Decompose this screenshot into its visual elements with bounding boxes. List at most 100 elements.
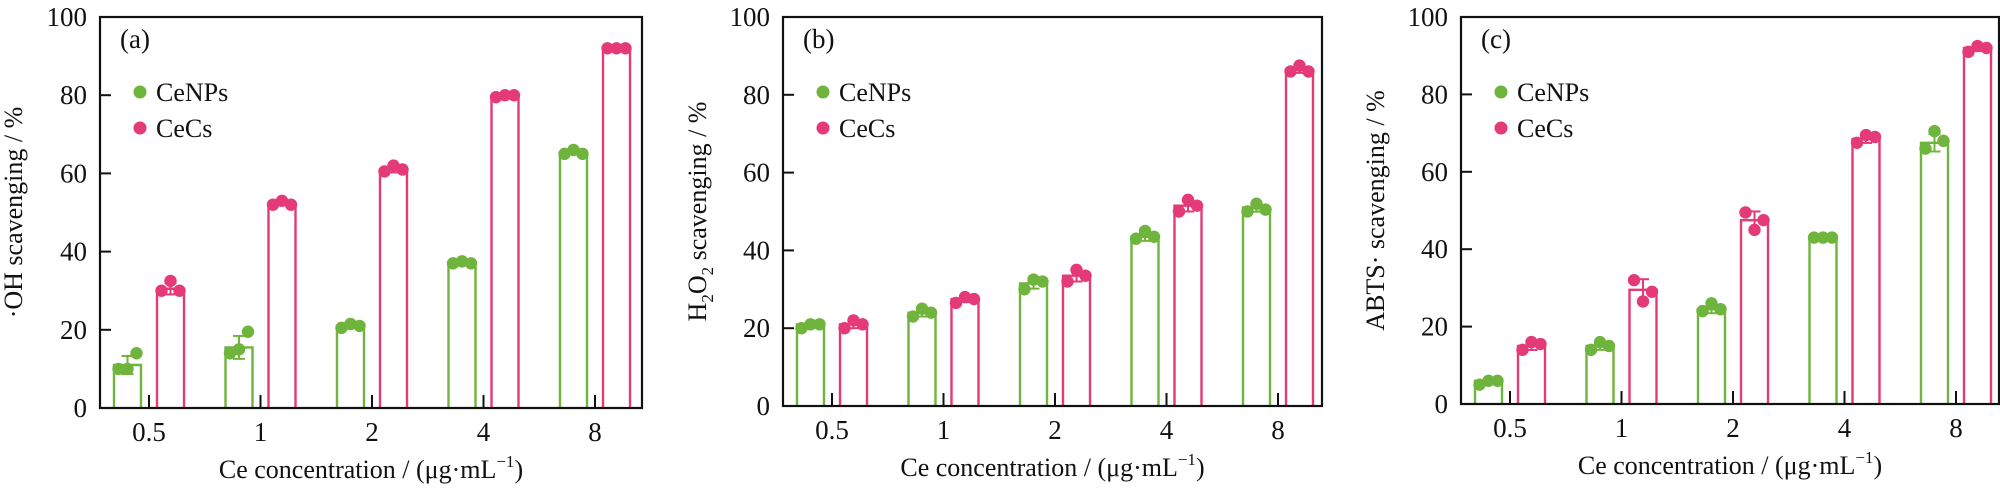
legend-label-cecs: CeCs <box>1517 114 1573 143</box>
data-point-cenps <box>121 362 134 376</box>
y-axis-label: ·OH scavenging / % <box>0 107 28 319</box>
legend-label-cenps: CeNPs <box>1517 78 1589 107</box>
bar-cecs-4 <box>490 95 520 408</box>
data-point-cenps <box>353 319 366 333</box>
bar-cecs-4 <box>1173 204 1203 406</box>
bar-cenps-2 <box>1018 282 1049 406</box>
data-point-cecs <box>1980 41 1993 55</box>
x-tick-label: 8 <box>588 417 602 447</box>
data-point-cecs <box>619 42 632 55</box>
bar-cecs-2 <box>1739 218 1770 404</box>
data-point-cecs <box>396 163 409 176</box>
data-point-cecs <box>1757 213 1770 227</box>
bar-cecs-8 <box>601 47 632 408</box>
x-axis-label: Ce concentration / (μg·mL−1) <box>900 450 1204 482</box>
y-tick-label: 80 <box>1421 79 1448 109</box>
data-point-cenps <box>1602 339 1616 353</box>
plot-frame <box>98 15 644 410</box>
data-point-cenps <box>906 310 920 323</box>
data-point-cenps <box>1491 374 1504 387</box>
data-point-cecs <box>1079 269 1092 282</box>
y-tick-label: 60 <box>60 158 87 188</box>
plot-frame <box>1459 15 2000 406</box>
data-point-cecs <box>507 89 521 102</box>
y-tick-label: 60 <box>743 158 770 188</box>
y-axis-label: H2O2 scavenging / % <box>683 102 717 322</box>
x-tick-label: 1 <box>937 415 951 445</box>
bar-cecs-1 <box>950 297 980 406</box>
y-tick-label: 100 <box>730 2 771 32</box>
legend-label-cecs: CeCs <box>156 114 212 143</box>
data-point-cenps <box>1241 205 1254 218</box>
data-point-cecs <box>1748 223 1761 237</box>
data-point-cenps <box>1714 302 1727 316</box>
data-point-cecs <box>1850 136 1864 149</box>
legend-label-cecs: CeCs <box>839 114 895 143</box>
data-point-cenps <box>1259 203 1272 216</box>
plot-frame <box>781 15 1324 408</box>
data-point-cecs <box>949 296 963 310</box>
x-tick-label: 4 <box>477 417 491 447</box>
data-point-cecs <box>1190 199 1204 212</box>
bar-cenps-1 <box>907 311 937 406</box>
data-point-cecs <box>1172 205 1186 218</box>
data-point-cenps <box>804 318 817 331</box>
y-tick-label: 100 <box>47 2 88 32</box>
y-tick-label: 40 <box>743 235 770 265</box>
bar-cenps-2 <box>1696 307 1727 404</box>
data-point-cecs <box>1868 130 1882 144</box>
x-tick-label: 2 <box>1726 413 1740 443</box>
legend-label-cenps: CeNPs <box>156 78 228 107</box>
legend-marker-cenps <box>133 85 147 99</box>
legend-marker-cecs <box>133 121 147 135</box>
y-tick-label: 0 <box>1435 389 1449 419</box>
data-point-cecs <box>164 274 177 288</box>
data-point-cecs <box>1061 275 1074 288</box>
data-point-cenps <box>576 147 589 161</box>
data-point-cecs <box>155 284 168 297</box>
data-point-cenps <box>1036 275 1049 288</box>
data-point-cecs <box>1516 343 1529 357</box>
bar-cecs-0.5 <box>155 287 186 408</box>
panel-label: (c) <box>1481 24 1511 54</box>
data-point-cecs <box>1181 193 1195 207</box>
data-point-cecs <box>1739 206 1752 219</box>
data-point-cecs <box>1636 295 1650 308</box>
y-axis-label: ABTS· scavenging / % <box>1361 90 1390 330</box>
bar-cenps-8 <box>558 152 589 408</box>
y-tick-label: 0 <box>74 393 88 423</box>
data-point-cenps <box>1250 197 1263 210</box>
x-tick-label: 0.5 <box>815 415 849 445</box>
bar-cecs-2 <box>378 168 409 408</box>
y-tick-label: 20 <box>743 313 770 343</box>
data-point-cecs <box>1302 65 1315 78</box>
bar-cecs-0.5 <box>838 323 869 406</box>
x-tick-label: 8 <box>1949 413 1963 443</box>
legend-marker-cecs <box>1494 121 1508 135</box>
data-point-cecs <box>1645 285 1659 298</box>
data-point-cecs <box>1534 337 1547 351</box>
bar-cecs-8 <box>1962 46 1993 404</box>
panel-label: (a) <box>120 24 150 54</box>
bar-cenps-0.5 <box>795 323 826 406</box>
bar-cenps-8 <box>1919 141 1950 404</box>
x-tick-label: 8 <box>1271 415 1285 445</box>
y-tick-label: 40 <box>1421 234 1448 264</box>
data-point-cenps <box>1018 283 1031 296</box>
x-tick-label: 1 <box>254 417 268 447</box>
bar-cecs-2 <box>1061 274 1092 406</box>
data-point-cenps <box>1928 124 1941 138</box>
data-point-cecs <box>856 318 869 331</box>
data-point-cenps <box>1825 231 1839 244</box>
data-point-cenps <box>1138 224 1152 238</box>
data-point-cecs <box>838 322 851 335</box>
y-tick-label: 20 <box>60 315 87 345</box>
legend-marker-cecs <box>816 121 830 135</box>
x-tick-label: 0.5 <box>1493 413 1527 443</box>
bar-cenps-8 <box>1241 206 1272 406</box>
data-point-cenps <box>1584 343 1598 357</box>
data-point-cenps <box>130 347 143 360</box>
